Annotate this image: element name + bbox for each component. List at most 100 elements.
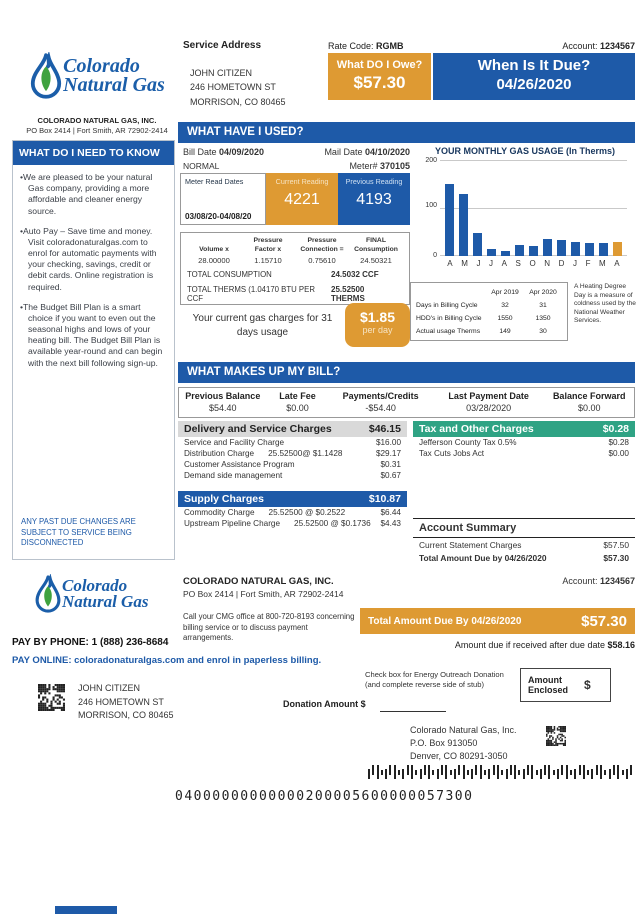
total-consumption-value: 24.5032 CCF (331, 270, 379, 279)
amount-enclosed-dollar-sign: $ (584, 678, 591, 692)
pay-by-phone: PAY BY PHONE: 1 (888) 236-8684 (12, 637, 169, 648)
logo-wordmark: Colorado Natural Gas (63, 56, 165, 95)
cycle-head-spacer (416, 289, 486, 296)
barcode-bar-17 (441, 765, 444, 775)
tax-row-1: Tax Cuts Jobs Act $0.00 (413, 448, 635, 459)
barcode-bar-39 (535, 769, 538, 775)
consumption-calc-box: Volume x 28.00000 Pressure Factor x 1.15710 P… (180, 232, 410, 305)
total-due-bar: Total Amount Due By 04/26/2020 $57.30 (360, 608, 635, 634)
rate-code: Rate Code: RGMB (328, 41, 404, 51)
calc-head2: Consumption (354, 246, 398, 253)
bottom-edge-mark (55, 906, 117, 914)
info-bullet-1: Auto Pay – Save time and money. Visit co… (20, 226, 167, 293)
barcode-bar-35 (518, 769, 521, 775)
chart-y-axis: 200 100 0 (420, 157, 440, 259)
barcode-bar-23 (466, 769, 469, 775)
y-tick-0: 0 (433, 252, 437, 259)
summary-label: Payments/Credits (342, 391, 419, 401)
barcode-bar-22 (462, 765, 465, 779)
calc-head2: Volume x (199, 246, 229, 253)
info-bullet-2: The Budget Bill Plan is a smart choice i… (20, 302, 167, 369)
x-label-2: J (476, 259, 481, 268)
due-date: 04/26/2020 (496, 76, 572, 93)
barcode-bar-37 (526, 765, 529, 775)
summary-value: $0.00 (286, 403, 309, 413)
summary-cell-2: Payments/Credits -$54.40 (328, 391, 433, 417)
barcode-bar-38 (531, 765, 534, 779)
per-day-unit: per day (362, 325, 393, 335)
acct-summary-value: $57.50 (603, 540, 629, 550)
calc-head1: Pressure (307, 237, 337, 244)
pay-online-link[interactable]: PAY ONLINE: coloradonaturalgas.com and e… (12, 655, 322, 666)
usage-bar-4 (501, 251, 511, 256)
usage-bar-12 (612, 242, 622, 256)
need-to-know-title: WHAT DO I NEED TO KNOW (13, 141, 174, 165)
late-amount-value: $58.16 (607, 640, 635, 650)
barcode-bar-27 (484, 769, 487, 775)
previous-reading-value: 4193 (356, 191, 392, 208)
account-summary-rows: Current Statement Charges $57.50 Total Amo… (413, 538, 635, 565)
supply-detail: 25.52500 @ $0.2522 (268, 508, 346, 518)
charges-right-column: Tax and Other Charges $0.28 Jefferson Co… (413, 421, 635, 459)
x-label-3: J (489, 259, 494, 268)
account-value: 1234567 (599, 41, 635, 51)
mail-date-label: Mail Date (324, 147, 365, 157)
chart-bars (440, 160, 627, 256)
x-label-1: M (461, 259, 468, 268)
barcode-bar-55 (604, 769, 607, 775)
account-number: Account: 1234567 (433, 41, 635, 51)
barcode-bar-47 (569, 769, 572, 775)
barcode-bar-1 (372, 765, 375, 775)
company-address: PO Box 2414 | Fort Smith, AR 72902-2414 (26, 126, 168, 135)
barcode-bar-13 (423, 765, 426, 775)
supply-row-1: Upstream Pipeline Charge 25.52500 @ $0.17… (178, 518, 407, 529)
calc-column-3: FINAL Consumption 24.50321 (349, 237, 403, 265)
chart-plot-area (440, 160, 627, 256)
barcode-bar-60 (625, 769, 628, 779)
barcode-bar-49 (578, 765, 581, 775)
total-therms-label: TOTAL THERMS (1.04170 BTU PER CCF (187, 284, 315, 303)
usage-bar-2 (473, 233, 483, 256)
per-day-amount: $1.85 (359, 309, 396, 325)
rate-code-label: Rate Code: (328, 41, 377, 51)
barcode-bar-18 (445, 765, 448, 779)
x-label-8: D (558, 259, 565, 268)
barcode-bar-58 (617, 765, 620, 779)
usage-bar-10 (584, 243, 594, 256)
supply-label: Commodity Charge (184, 508, 255, 518)
barcode-bar-50 (582, 765, 585, 779)
summary-value: 03/28/2020 (466, 403, 512, 413)
stub-account-value: 1234567 (599, 576, 635, 586)
service-address-label: Service Address (183, 40, 262, 51)
bill-date-label: Bill Date (183, 147, 220, 157)
tax-rows: Jefferson County Tax 0.5% $0.28 Tax Cuts J… (413, 437, 635, 459)
total-therms-number: 25.52500 (331, 284, 365, 294)
barcode-bar-19 (449, 769, 452, 775)
barcode-bar-7 (398, 769, 401, 775)
delivery-value: $29.17 (375, 449, 401, 459)
barcode-bar-44 (557, 769, 560, 779)
usage-section-header: WHAT HAVE I USED? (178, 122, 635, 143)
delivery-value: $0.67 (380, 471, 402, 481)
bill-section-header: WHAT MAKES UP MY BILL? (178, 362, 635, 383)
total-therms-value: 25.52500 THERMS (331, 285, 403, 304)
supply-total: $10.87 (368, 493, 401, 506)
barcode-bar-41 (544, 765, 547, 775)
total-due-label: Total Amount Due By 04/26/2020 (368, 615, 522, 627)
stub-company-name: COLORADO NATURAL GAS, INC. (183, 576, 334, 587)
summary-cell-1: Late Fee $0.00 (267, 391, 329, 417)
due-label: When Is It Due? (477, 57, 591, 74)
summary-value: $54.40 (209, 403, 237, 413)
stub-customer-city: MORRISON, CO 80465 (78, 710, 174, 720)
amount-enclosed-line2: Enclosed (528, 685, 569, 695)
calc-column-0: Volume x 28.00000 (187, 237, 241, 265)
barcode-bar-11 (415, 769, 418, 775)
barcode-bar-45 (561, 765, 564, 775)
amount-enclosed-label: Amount Enclosed (528, 675, 568, 696)
x-label-0: A (447, 259, 453, 268)
cycle-row-value: 1350 (535, 315, 551, 322)
billing-cycle-table: Apr 2019 Apr 2020 Days in Billing Cycle 32… (410, 282, 568, 341)
barcode-bar-10 (410, 765, 413, 779)
barcode-bar-25 (475, 765, 478, 775)
